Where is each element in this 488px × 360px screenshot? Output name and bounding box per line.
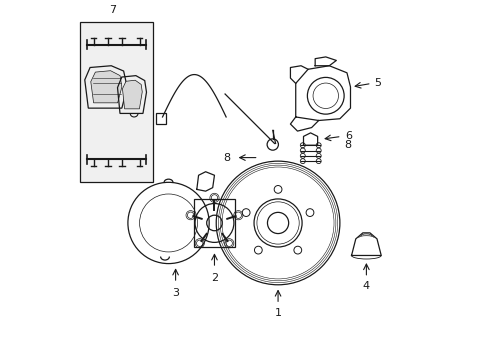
Text: 5: 5	[374, 78, 381, 89]
Text: 7: 7	[109, 5, 116, 15]
Text: 8: 8	[344, 140, 351, 150]
Text: 1: 1	[274, 308, 281, 318]
Bar	[156, 113, 166, 124]
Text: 2: 2	[210, 273, 218, 283]
Text: 3: 3	[172, 288, 179, 298]
Text: 8: 8	[223, 153, 230, 163]
Bar	[194, 199, 234, 247]
Text: 4: 4	[362, 281, 369, 291]
Polygon shape	[122, 80, 142, 109]
Bar	[80, 22, 152, 182]
Polygon shape	[91, 71, 122, 103]
Text: 6: 6	[345, 131, 351, 141]
